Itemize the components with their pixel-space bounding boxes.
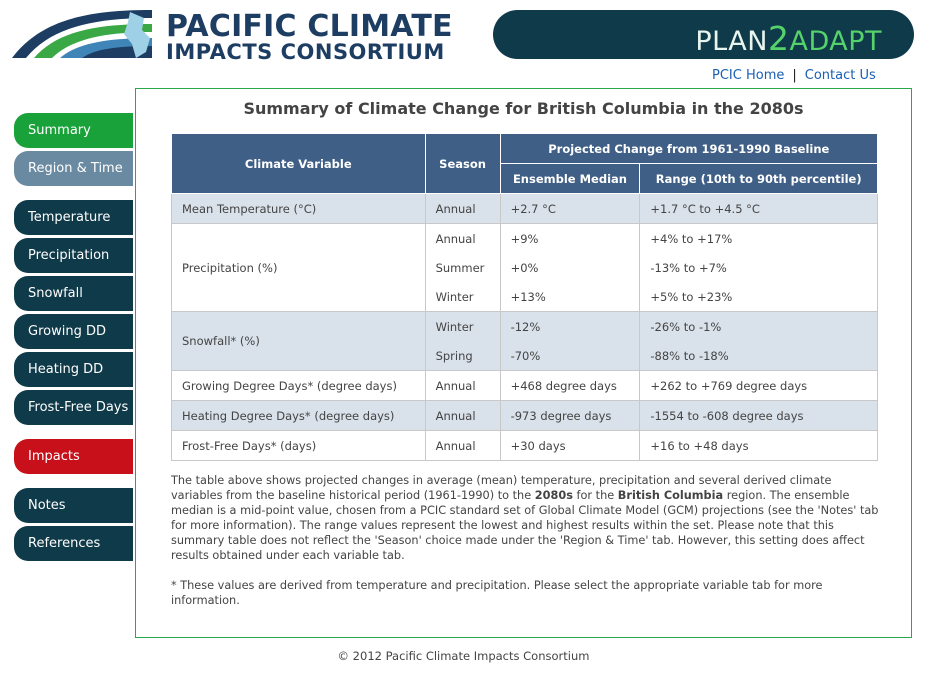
table-row: Mean Temperature (°C) Annual +2.7 °C +1.…: [171, 193, 878, 224]
range-cell: +1.7 °C to +4.5 °C: [639, 193, 878, 224]
copyright-text: © 2012 Pacific Climate Impacts Consortiu…: [337, 649, 590, 663]
range-cell: -13% to +7%: [639, 253, 878, 282]
nav-summary[interactable]: Summary: [14, 113, 133, 148]
description-period: 2080s: [534, 489, 573, 502]
median-cell: +468 degree days: [499, 370, 641, 401]
logo-line-1: PACIFIC CLIMATE: [166, 9, 453, 44]
contact-us-link[interactable]: Contact Us: [804, 68, 876, 83]
median-cell: +13%: [499, 282, 641, 312]
range-cell: +262 to +769 degree days: [639, 370, 878, 401]
nav-impacts[interactable]: Impacts: [14, 439, 133, 474]
link-separator: |: [792, 68, 797, 83]
range-cell: +4% to +17%: [639, 223, 878, 253]
season-cell: Summer: [424, 253, 501, 282]
plan2adapt-logo: PLAN2ADAPT: [695, 19, 882, 58]
median-cell: +9%: [499, 223, 641, 253]
range-cell: +16 to +48 days: [639, 430, 878, 461]
header-climate-variable: Climate Variable: [171, 133, 426, 194]
range-cell: -1554 to -608 degree days: [639, 400, 878, 431]
nav-temperature[interactable]: Temperature: [14, 200, 133, 235]
variable-cell: Precipitation (%): [171, 223, 426, 312]
nav-region-time[interactable]: Region & Time: [14, 151, 133, 186]
nav-notes[interactable]: Notes: [14, 488, 133, 523]
plan-number: 2: [767, 19, 790, 58]
nav-precipitation[interactable]: Precipitation: [14, 238, 133, 273]
table-row: Snowfall* (%) Winter -12% -26% to -1%: [171, 311, 878, 371]
table-row: Growing Degree Days* (degree days) Annua…: [171, 370, 878, 401]
season-cell: Winter: [424, 311, 501, 341]
season-cell: Winter: [424, 282, 501, 312]
variable-cell: Mean Temperature (°C): [171, 193, 426, 224]
description-text-c: region. The ensemble median is a mid-poi…: [171, 489, 879, 562]
description-text-b: for the: [572, 489, 618, 502]
variable-cell: Heating Degree Days* (degree days): [171, 400, 426, 431]
season-cell: Spring: [424, 341, 501, 371]
median-cell: +0%: [499, 253, 641, 282]
season-cell: Annual: [424, 370, 501, 401]
median-cell: -973 degree days: [499, 400, 641, 431]
range-cell: -26% to -1%: [639, 311, 878, 341]
footer: © 2012 Pacific Climate Impacts Consortiu…: [0, 649, 951, 663]
nav-frost-free-days[interactable]: Frost-Free Days: [14, 390, 133, 425]
header-season: Season: [424, 133, 501, 194]
table-row: Heating Degree Days* (degree days) Annua…: [171, 400, 878, 431]
variable-cell: Snowfall* (%): [171, 311, 426, 371]
logo-line-2: IMPACTS CONSORTIUM: [166, 40, 445, 64]
pcic-logo[interactable]: PACIFIC CLIMATE IMPACTS CONSORTIUM: [12, 8, 457, 63]
range-cell: +5% to +23%: [639, 282, 878, 312]
table-row: Summer +0% -13% to +7%: [172, 253, 878, 282]
logo-wordmark: PACIFIC CLIMATE IMPACTS CONSORTIUM: [166, 12, 453, 63]
variable-cell: Frost-Free Days* (days): [171, 430, 426, 461]
description-paragraph: The table above shows projected changes …: [171, 473, 881, 563]
table-row: Precipitation (%) Annual +9% +4% to +17%: [171, 223, 878, 312]
median-cell: +30 days: [499, 430, 641, 461]
header-ensemble-median: Ensemble Median: [499, 163, 641, 194]
season-cell: Annual: [424, 400, 501, 431]
header-range: Range (10th to 90th percentile): [639, 163, 878, 194]
nav-heating-dd[interactable]: Heating DD: [14, 352, 133, 387]
top-links: PCIC Home | Contact Us: [712, 68, 876, 83]
range-cell: -88% to -18%: [639, 341, 878, 371]
season-cell: Annual: [424, 430, 501, 461]
plan-word: PLAN: [695, 26, 768, 57]
median-cell: +2.7 °C: [499, 193, 641, 224]
description-text-a: The table above shows projected changes …: [171, 474, 832, 502]
table-row: Spring -70% -88% to -18%: [172, 341, 878, 371]
plan2adapt-banner: PLAN2ADAPT: [493, 10, 914, 59]
nav-references[interactable]: References: [14, 526, 133, 561]
pcic-home-link[interactable]: PCIC Home: [712, 68, 785, 83]
variable-cell: Growing Degree Days* (degree days): [171, 370, 426, 401]
footnote-paragraph: * These values are derived from temperat…: [171, 579, 823, 607]
median-cell: -70%: [499, 341, 641, 371]
summary-panel: Summary of Climate Change for British Co…: [135, 88, 912, 638]
table-row: Frost-Free Days* (days) Annual +30 days …: [171, 430, 878, 461]
summary-description: The table above shows projected changes …: [171, 473, 881, 623]
median-cell: -12%: [499, 311, 641, 341]
description-region: British Columbia: [617, 489, 724, 502]
summary-table: Climate Variable Season Projected Change…: [171, 133, 879, 461]
page-title: Summary of Climate Change for British Co…: [243, 99, 804, 118]
nav-growing-dd[interactable]: Growing DD: [14, 314, 133, 349]
pcic-logo-swoosh-icon: [12, 10, 152, 58]
table-row: Winter +13% +5% to +23%: [172, 282, 878, 312]
adapt-word: ADAPT: [789, 26, 882, 57]
season-cell: Annual: [424, 193, 501, 224]
season-cell: Annual: [424, 223, 501, 253]
header-projected-change: Projected Change from 1961-1990 Baseline: [499, 133, 879, 164]
nav-snowfall[interactable]: Snowfall: [14, 276, 133, 311]
